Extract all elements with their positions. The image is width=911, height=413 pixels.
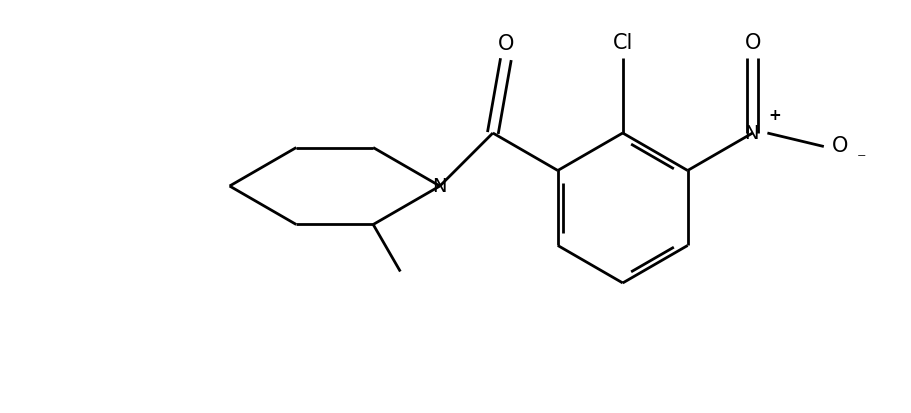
Text: O: O bbox=[743, 33, 760, 53]
Text: N: N bbox=[743, 123, 758, 142]
Text: O: O bbox=[831, 137, 847, 157]
Text: ⁻: ⁻ bbox=[855, 151, 865, 169]
Text: Cl: Cl bbox=[612, 33, 632, 53]
Text: +: + bbox=[767, 108, 780, 123]
Text: O: O bbox=[497, 34, 514, 54]
Text: N: N bbox=[432, 176, 446, 195]
